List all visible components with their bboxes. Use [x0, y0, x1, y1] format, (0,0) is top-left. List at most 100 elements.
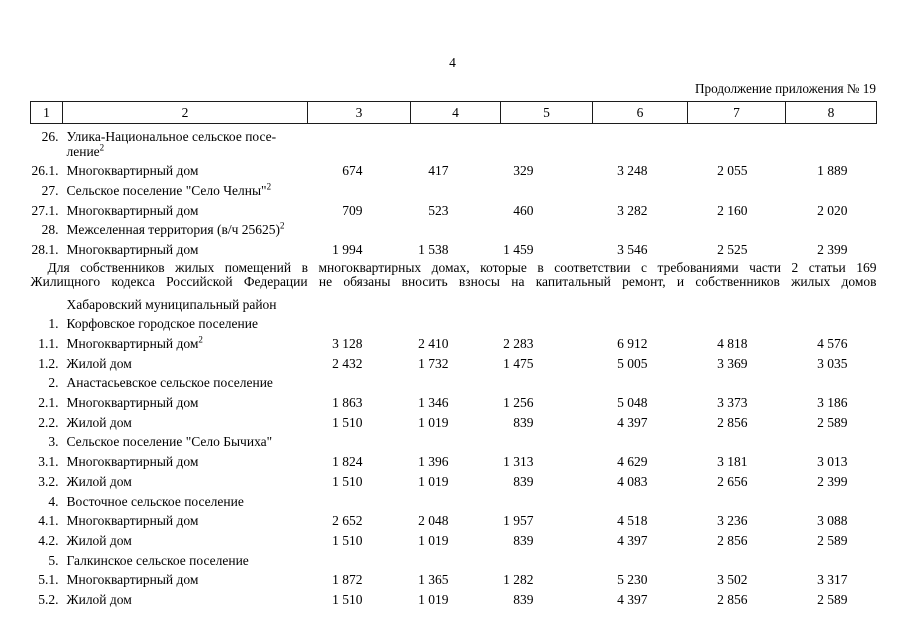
value-cell: 1 256 [503, 395, 534, 411]
value-cell [688, 220, 786, 240]
footnote-superscript: 2 [198, 334, 203, 345]
row-number: 27.1. [31, 202, 59, 218]
table-body: 26. Улика-Национальное сельское посе-лени… [31, 124, 877, 610]
table-row: 5.1. Многоквартирный дом 1 872 1 365 1 282 5 … [31, 570, 877, 590]
value-cell: 1 313 [503, 454, 534, 470]
row-name: Жилой дом [63, 590, 308, 610]
value-cell [308, 124, 411, 162]
row-number: 3.1. [38, 454, 59, 470]
value-cell: 1 510 [332, 414, 363, 430]
row-name: Многоквартирный дом2 [63, 334, 308, 354]
row-number: 2. [48, 375, 59, 391]
value-cell: 3 181 [717, 454, 748, 470]
value-cell [501, 220, 593, 240]
row-name-text: Многоквартирный дом [66, 572, 199, 588]
header-col: 3 [307, 101, 411, 124]
row-name: Многоквартирный дом [63, 393, 308, 413]
value-cell: 2 048 [418, 513, 449, 529]
row-name-text: Жилой дом [66, 473, 132, 489]
value-cell: 1 019 [418, 532, 449, 548]
note-paragraph-line: Для собственников жилых помещений в мног… [47, 260, 877, 276]
value-cell: 5 005 [617, 355, 648, 371]
value-cell: 4 083 [617, 473, 648, 489]
value-cell: 1 732 [418, 355, 449, 371]
table-row: 3.1. Многоквартирный дом 1 824 1 396 1 313 4 … [31, 452, 877, 472]
row-name: Корфовское городское поселение [63, 314, 308, 334]
value-cell: 4 397 [617, 532, 648, 548]
value-cell [593, 181, 688, 201]
row-number: 28.1. [31, 242, 59, 258]
row-name-text: Восточное сельское поселение [66, 493, 244, 509]
row-name: Жилой дом [63, 412, 308, 432]
table-row: 28. Межселенная территория (в/ч 25625)2 [31, 220, 877, 240]
value-cell [411, 373, 501, 393]
row-name-text: Галкинское сельское поселение [66, 552, 249, 568]
value-cell [688, 181, 786, 201]
table-row: 2.1. Многоквартирный дом 1 863 1 346 1 256 5 … [31, 393, 877, 413]
value-cell [308, 432, 411, 452]
value-cell: 3 186 [817, 395, 848, 411]
row-number: 1.1. [38, 336, 59, 352]
row-number: 5.2. [38, 591, 59, 607]
value-cell [786, 181, 877, 201]
row-name-text: Многоквартирный дом [66, 163, 199, 179]
value-cell: 1 510 [332, 591, 363, 607]
footnote-superscript: 2 [99, 142, 105, 153]
row-name-text: Жилой дом [66, 355, 132, 371]
table-row: 1.2. Жилой дом 2 432 1 732 1 475 5 005 3 369 3 … [31, 353, 877, 373]
value-cell [688, 491, 786, 511]
value-cell: 1 994 [332, 242, 363, 258]
value-cell [411, 124, 501, 162]
table-row: 1. Корфовское городское поселение [31, 314, 877, 334]
header-col: 6 [592, 101, 688, 124]
table-row: 3.2. Жилой дом 1 510 1 019 839 4 083 2 656 2 39… [31, 472, 877, 492]
row-name-text: Жилой дом [66, 591, 132, 607]
value-cell: 3 013 [817, 454, 848, 470]
value-cell: 3 088 [817, 513, 848, 529]
value-cell: 1 510 [332, 532, 363, 548]
table-row: 2.2. Жилой дом 1 510 1 019 839 4 397 2 856 2 58… [31, 412, 877, 432]
row-name-text: Сельское поселение "Село Челны" [66, 183, 267, 199]
table-row: 4.2. Жилой дом 1 510 1 019 839 4 397 2 856 2 58… [31, 531, 877, 551]
value-cell [308, 550, 411, 570]
header-col: 7 [687, 101, 786, 124]
row-name-text: Многоквартирный дом [66, 202, 199, 218]
row-name: Сельское поселение "Село Челны"2 [63, 181, 308, 201]
row-number: 4.1. [38, 513, 59, 529]
value-cell [786, 491, 877, 511]
header-col: 8 [785, 101, 877, 124]
row-name-line: Улика-Национальное сельское посе- [66, 128, 277, 144]
value-cell: 2 589 [817, 591, 848, 607]
value-cell: 2 589 [817, 532, 848, 548]
row-name-text: Многоквартирный дом [66, 242, 199, 258]
value-cell [501, 432, 593, 452]
value-cell: 3 035 [817, 355, 848, 371]
page-number: 4 [449, 55, 456, 70]
value-cell [411, 314, 501, 334]
table-row: 26.1. Многоквартирный дом 674 417 329 3 248 2 … [31, 161, 877, 181]
district-subheader: Хабаровский муниципальный район [66, 296, 277, 312]
value-cell: 5 048 [617, 395, 648, 411]
row-number: 3. [48, 434, 59, 450]
table-row: 4.1. Многоквартирный дом 2 652 2 048 1 957 4 … [31, 511, 877, 531]
value-cell: 839 [513, 473, 534, 489]
value-cell: 3 236 [717, 513, 748, 529]
row-number: 4. [48, 493, 59, 509]
value-cell: 1 538 [418, 242, 449, 258]
value-cell: 2 399 [817, 473, 848, 489]
value-cell: 1 510 [332, 473, 363, 489]
value-cell [501, 550, 593, 570]
value-cell [308, 181, 411, 201]
row-name: Анастасьевское сельское поселение [63, 373, 308, 393]
row-name: Многоквартирный дом [63, 240, 308, 260]
value-cell [688, 373, 786, 393]
value-cell: 1 957 [503, 513, 534, 529]
value-cell: 1 872 [332, 572, 363, 588]
row-name: Многоквартирный дом [63, 452, 308, 472]
note-paragraph: Для собственников жилых помещений в мног… [31, 260, 877, 295]
row-number: 2.1. [38, 395, 59, 411]
value-cell: 1 396 [418, 454, 449, 470]
value-cell: 460 [513, 202, 534, 218]
value-cell [501, 373, 593, 393]
value-cell [593, 124, 688, 162]
